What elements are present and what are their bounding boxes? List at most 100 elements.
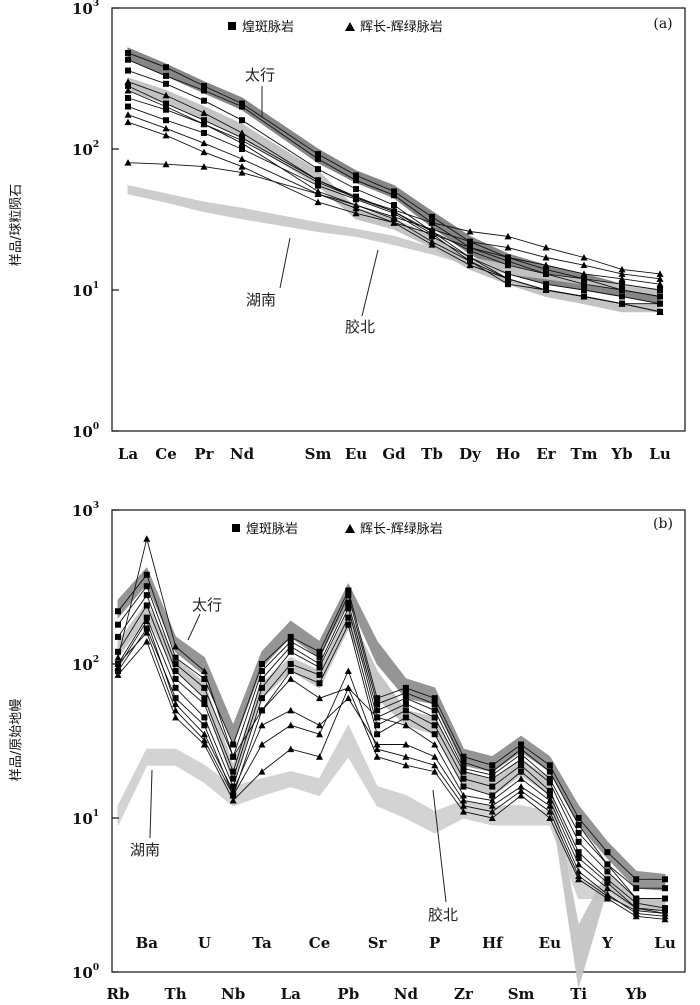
data-point-triangle <box>488 814 496 821</box>
x-tick-label: Eu <box>345 445 367 463</box>
data-point-triangle <box>287 721 295 729</box>
data-point-square <box>391 192 397 199</box>
data-point-square <box>518 756 525 763</box>
x-tick-label: Ba <box>136 934 159 952</box>
data-point-triangle <box>200 736 208 744</box>
data-point-triangle <box>373 741 381 748</box>
data-point-square <box>581 281 587 288</box>
series-line-6 <box>127 106 661 305</box>
data-point-square <box>575 822 582 829</box>
data-point-square <box>633 876 640 883</box>
data-point-square <box>201 82 207 89</box>
data-point-square <box>489 783 496 790</box>
data-point-square <box>201 722 208 729</box>
panel-a-x-labels: La Ce Pr Nd Sm Eu Gd Tb Dy Ho Er Tm Yb Lu <box>118 445 671 463</box>
data-point-square <box>287 648 294 655</box>
data-point-triangle <box>459 791 467 799</box>
data-point-triangle <box>428 241 436 248</box>
data-point-square <box>125 82 131 89</box>
x-tick-label: Nd <box>230 445 255 463</box>
data-point-triangle <box>238 129 246 136</box>
data-point-square <box>315 166 321 173</box>
data-point-triangle <box>114 663 122 671</box>
data-point-square <box>402 695 409 702</box>
x-tick-label: Ce <box>309 934 330 952</box>
data-point-triangle <box>656 275 664 282</box>
x-tick-label: Pr <box>194 445 214 463</box>
data-point-square <box>315 182 321 189</box>
data-point-square <box>581 287 587 293</box>
data-point-square <box>125 67 131 74</box>
data-point-square <box>172 675 179 682</box>
data-point-triangle <box>542 254 550 261</box>
data-point-square <box>505 262 511 269</box>
x-tick-label: Er <box>536 445 556 463</box>
data-point-square <box>143 571 150 578</box>
series-line-11 <box>127 162 661 285</box>
data-point-triangle <box>287 706 295 714</box>
data-point-triangle <box>466 238 474 245</box>
data-point-triangle <box>504 244 512 251</box>
data-point-triangle <box>431 753 439 760</box>
x-tick-label: Ti <box>570 985 587 1003</box>
data-point-square <box>172 695 179 702</box>
data-point-triangle <box>162 103 170 110</box>
series-line-9 <box>127 90 661 280</box>
data-point-square <box>258 675 265 682</box>
data-point-triangle <box>162 124 170 132</box>
data-point-triangle <box>316 753 324 760</box>
data-point-square <box>546 787 553 794</box>
data-point-square <box>316 654 323 661</box>
data-point-triangle <box>546 796 554 804</box>
data-point-square <box>353 177 359 184</box>
annotation-hunan-b: 湖南 <box>130 841 160 859</box>
data-point-square <box>125 94 131 101</box>
series-line-1 <box>127 52 661 297</box>
series-line-8 <box>117 620 666 917</box>
data-point-square <box>115 648 121 655</box>
data-point-triangle <box>200 741 208 748</box>
data-point-triangle <box>466 227 474 235</box>
series-line-6 <box>117 623 666 912</box>
data-point-square <box>460 759 467 766</box>
data-point-square <box>287 661 294 667</box>
data-point-square <box>460 775 467 782</box>
data-point-square <box>391 202 397 209</box>
series-line-7 <box>117 538 666 914</box>
data-point-triangle <box>431 741 439 748</box>
panel-b-letter: (b) <box>653 516 673 532</box>
x-tick-label: Rb <box>107 985 130 1003</box>
data-point-square <box>125 49 131 56</box>
x-tick-label: Tb <box>421 445 443 463</box>
data-point-square <box>258 684 265 691</box>
data-point-triangle <box>373 753 381 760</box>
data-point-square <box>431 695 438 702</box>
data-point-triangle <box>162 131 170 139</box>
data-point-square <box>460 768 467 775</box>
panel-b-ylabel: 样品/原始地幔 <box>9 699 24 781</box>
data-point-triangle <box>352 194 360 201</box>
data-point-triangle <box>229 753 237 760</box>
data-point-square <box>163 80 169 87</box>
panel-a-series <box>124 49 664 315</box>
data-point-square <box>163 117 169 124</box>
data-point-triangle <box>200 139 208 147</box>
annotation-hunan-b-leader <box>149 769 153 839</box>
data-point-triangle <box>603 884 611 892</box>
data-point-square <box>575 854 582 861</box>
series-line-1 <box>117 573 665 880</box>
data-point-triangle <box>504 254 512 261</box>
data-point-triangle <box>580 261 588 269</box>
data-point-triangle <box>200 109 208 117</box>
data-point-triangle <box>466 257 474 265</box>
data-point-triangle <box>200 730 208 738</box>
x-tick-label: Sm <box>305 445 332 463</box>
data-point-triangle <box>517 783 525 790</box>
data-point-square <box>258 661 265 667</box>
annotation-taihang-b: 太行 <box>192 596 222 614</box>
data-point-triangle <box>618 275 626 282</box>
data-point-square <box>258 695 265 702</box>
data-point-triangle <box>656 308 664 315</box>
data-point-square <box>518 768 525 775</box>
data-point-triangle <box>431 768 439 775</box>
